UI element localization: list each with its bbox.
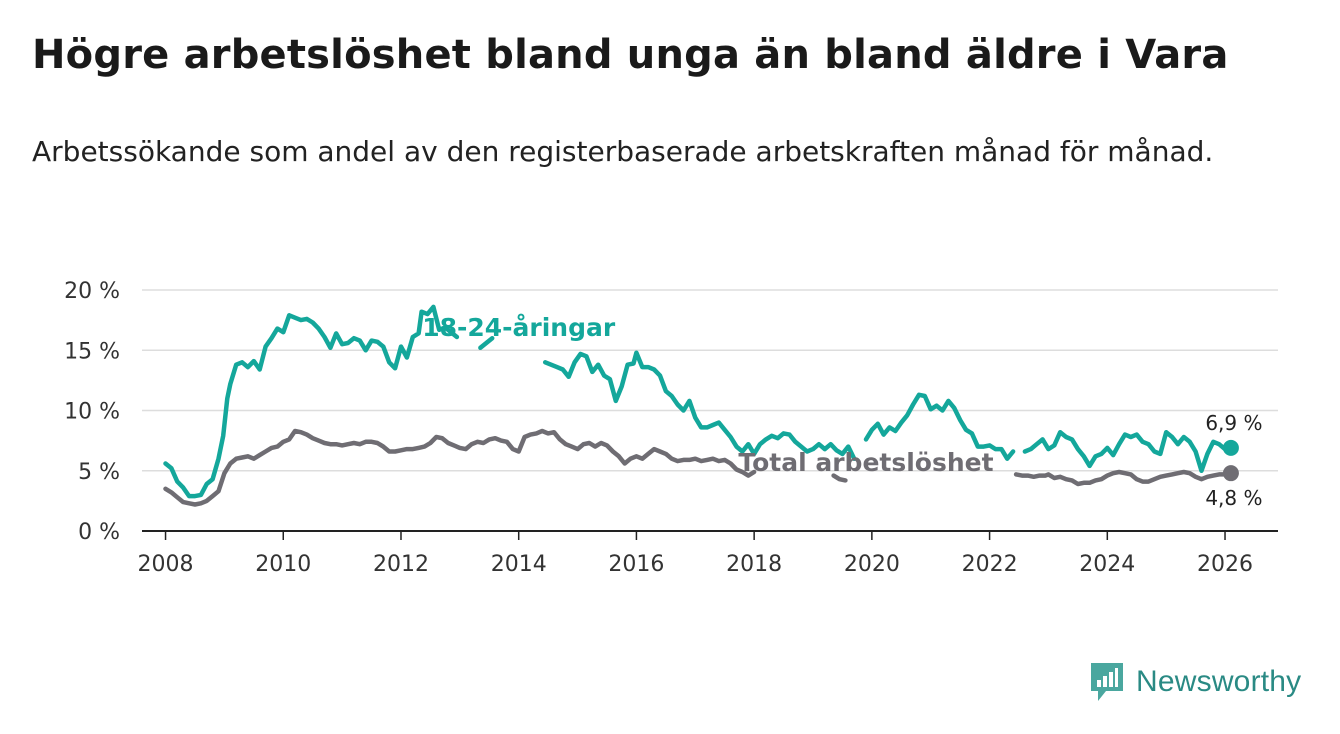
x-axis: 2008 2010 2012 2014 2016 2018 2020 2022 2024 2026 (138, 530, 1278, 577)
x-tick-label: 2010 (255, 552, 311, 577)
series-labels: 18-24-åringar Total arbetslöshet 6,9 % 4,8 … (422, 313, 1262, 510)
total-line (163, 428, 757, 507)
y-tick-label: 0 % (78, 520, 120, 545)
chart-subtitle: Arbetssökande som andel av den registerb… (32, 135, 1214, 168)
total-line (831, 473, 848, 483)
x-tick-label: 2022 (962, 552, 1018, 577)
y-tick-label: 20 % (64, 279, 120, 304)
x-tick-label: 2008 (138, 552, 194, 577)
x-tick-label: 2026 (1197, 552, 1253, 577)
line-chart: 0 %5 %10 %15 %20 % 2008 2010 2012 2014 2016 2… (64, 279, 1278, 577)
x-tick-label: 2016 (608, 552, 664, 577)
youth-end-point (1222, 439, 1239, 456)
youth-line (1022, 429, 1234, 474)
x-tick-label: 2018 (726, 552, 782, 577)
y-tick-label: 15 % (64, 339, 120, 364)
end-label-total: 4,8 % (1205, 486, 1262, 510)
youth-line (542, 350, 857, 461)
youth-line (863, 392, 1016, 461)
series-label-youth: 18-24-åringar (422, 313, 616, 342)
x-tick-label: 2024 (1079, 552, 1135, 577)
brand-name: Newsworthy (1136, 665, 1302, 698)
y-tick-label: 5 % (78, 460, 120, 485)
total-line (1013, 469, 1234, 487)
series-label-total: Total arbetslöshet (738, 448, 993, 477)
x-tick-label: 2014 (491, 552, 547, 577)
total-end-point (1222, 465, 1239, 482)
series-lines (163, 304, 1239, 507)
brand: Newsworthy (1088, 660, 1301, 704)
end-label-youth: 6,9 % (1205, 411, 1262, 435)
youth-line (163, 304, 460, 499)
chart-title: Högre arbetslöshet bland unga än bland ä… (32, 32, 1229, 78)
y-axis: 0 % 5 % 10 % 15 % 20 % (64, 279, 120, 545)
grid (142, 289, 1278, 472)
x-tick-label: 2020 (844, 552, 900, 577)
y-tick-label: 10 % (64, 400, 120, 425)
youth-line (478, 335, 495, 351)
x-tick-label: 2012 (373, 552, 429, 577)
newsworthy-logo-icon (1091, 663, 1123, 701)
